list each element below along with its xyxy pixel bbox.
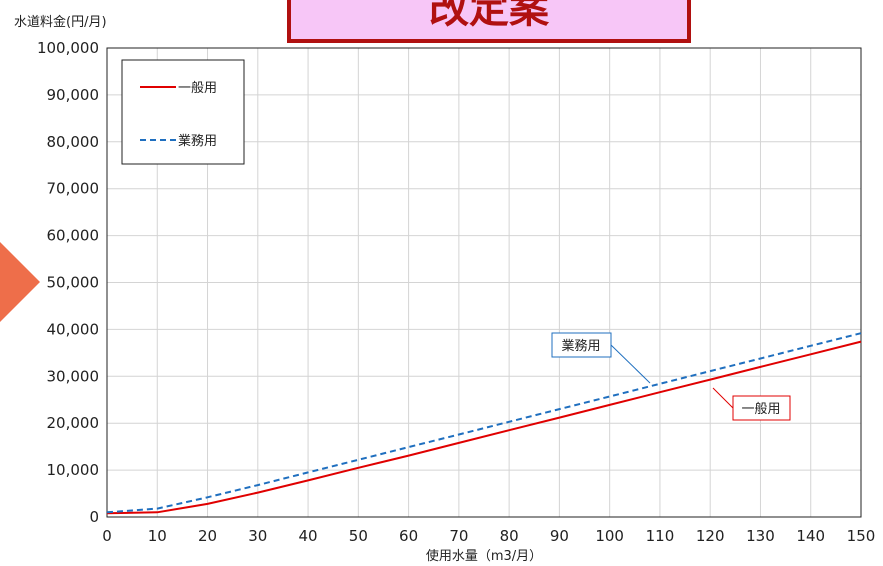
callout-business: 業務用 [551, 332, 651, 384]
x-tick-label: 40 [299, 527, 318, 545]
x-tick-label: 150 [847, 527, 876, 545]
callout-general: 一般用 [712, 387, 791, 421]
callout-business-leader [610, 344, 651, 384]
x-tick-label: 110 [646, 527, 675, 545]
legend-label-business: 業務用 [178, 133, 217, 149]
x-tick-label: 70 [449, 527, 468, 545]
arrow-shape [0, 242, 40, 322]
banner-box [287, 0, 691, 43]
callout-general-leader [712, 387, 734, 409]
x-axis-label: 使用水量（m3/月） [426, 548, 542, 564]
y-tick-label: 20,000 [47, 414, 100, 432]
y-tick-label: 10,000 [47, 461, 100, 479]
y-tick-label: 90,000 [47, 86, 100, 104]
x-tick-label: 50 [349, 527, 368, 545]
y-tick-label: 30,000 [47, 367, 100, 385]
legend: 一般用 業務用 [121, 59, 245, 165]
x-tick-label: 130 [746, 527, 775, 545]
banner: 改定案 [287, 0, 691, 43]
x-tick-label: 90 [550, 527, 569, 545]
callout-general-text: 一般用 [741, 401, 780, 417]
plot-area-border [106, 47, 862, 518]
series-line-general [106, 340, 862, 515]
legend-label-general: 一般用 [178, 80, 217, 96]
x-tick-label: 140 [796, 527, 825, 545]
banner-text: 改定案 [429, 0, 550, 32]
y-tick-labels: 0 10,000 20,000 30,000 40,000 50,000 60,000 70,… [37, 39, 99, 526]
legend-box [121, 59, 245, 165]
callout-business-box [551, 332, 612, 358]
y-tick-label: 40,000 [47, 320, 100, 338]
y-tick-label: 80,000 [47, 133, 100, 151]
y-tick-label: 70,000 [47, 180, 100, 198]
y-axis-label: 水道料金(円/月) [14, 14, 107, 30]
y-tick-label: 0 [89, 508, 99, 526]
x-tick-labels: 0 10 20 30 40 50 60 70 80 90 100 110 120 130 140 150 [102, 527, 875, 545]
x-tick-label: 100 [595, 527, 624, 545]
series-lines [106, 332, 862, 515]
x-tick-label: 0 [102, 527, 112, 545]
x-tick-label: 30 [248, 527, 267, 545]
x-tick-label: 80 [500, 527, 519, 545]
x-tick-label: 10 [148, 527, 167, 545]
y-tick-label: 100,000 [37, 39, 99, 57]
x-tick-label: 120 [696, 527, 725, 545]
callout-business-text: 業務用 [561, 338, 600, 354]
y-tick-label: 50,000 [47, 274, 100, 292]
x-tick-label: 60 [399, 527, 418, 545]
x-tick-label: 20 [198, 527, 217, 545]
y-tick-label: 60,000 [47, 227, 100, 245]
callout-general-box [732, 395, 791, 421]
